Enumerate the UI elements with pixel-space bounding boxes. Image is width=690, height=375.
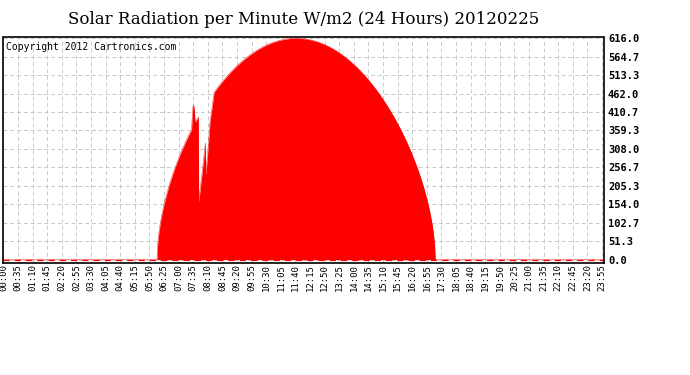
Text: Copyright 2012 Cartronics.com: Copyright 2012 Cartronics.com: [6, 42, 177, 52]
Text: Solar Radiation per Minute W/m2 (24 Hours) 20120225: Solar Radiation per Minute W/m2 (24 Hour…: [68, 11, 539, 28]
